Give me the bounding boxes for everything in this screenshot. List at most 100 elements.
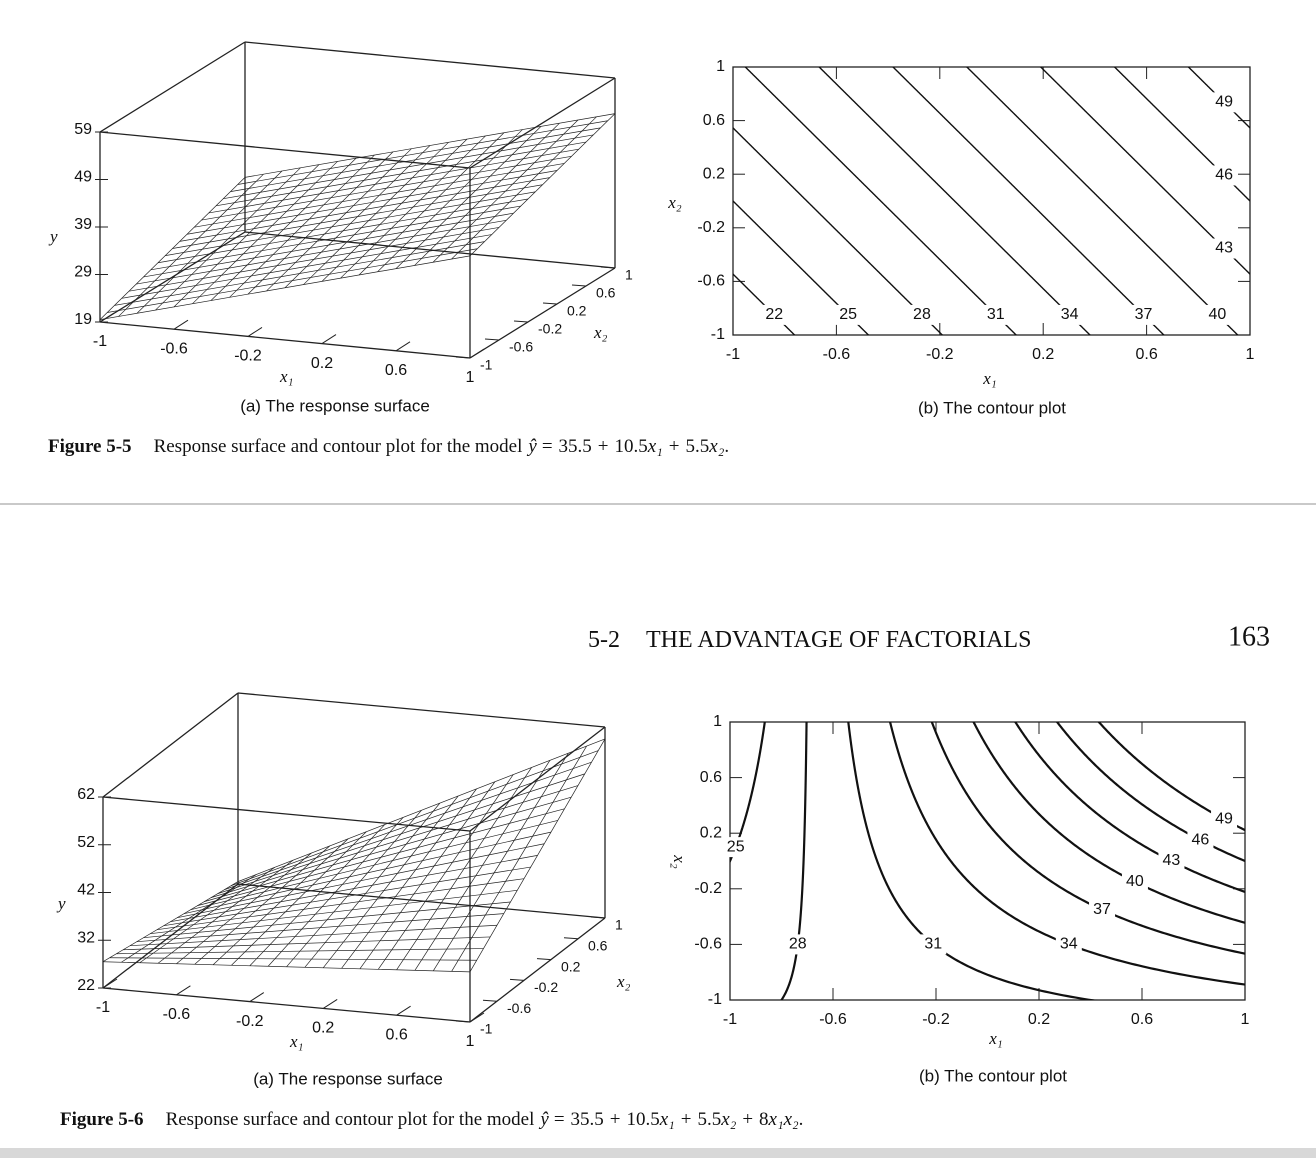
label-backdrop	[1089, 899, 1116, 920]
contour-label: 25	[839, 306, 857, 323]
contour-label: 31	[924, 936, 942, 953]
label-backdrop	[722, 837, 749, 858]
y-tick-label: -0.2	[694, 880, 722, 897]
x2-tick-label: -1	[480, 1021, 493, 1037]
contour-label: 40	[1208, 306, 1226, 323]
box-edge	[244, 41, 616, 79]
box-edge	[469, 77, 616, 169]
contour-label: 22	[765, 306, 783, 323]
label-backdrop	[1121, 871, 1148, 892]
x-tick-label: -0.2	[926, 346, 954, 363]
x2-tick-label: -0.6	[507, 1000, 531, 1016]
label-backdrop	[982, 304, 1009, 325]
figure-caption: Figure 5-6 Response surface and contour p…	[60, 1109, 803, 1130]
model-var: x₂	[708, 436, 724, 457]
mesh-line	[303, 142, 449, 285]
box-edge	[99, 41, 246, 133]
x1-tick	[321, 334, 337, 345]
mesh-line	[172, 184, 543, 249]
mesh-line	[179, 177, 550, 242]
response-surface	[99, 113, 616, 320]
y-tick-label: 32	[77, 929, 95, 946]
box-edge	[469, 726, 606, 832]
model-coef: 10.5	[627, 1109, 660, 1130]
contour-label: 49	[1215, 811, 1233, 828]
x1-tick	[396, 1005, 411, 1016]
contour-line	[1113, 67, 1250, 202]
label-backdrop	[761, 304, 788, 325]
contour-line	[965, 67, 1239, 335]
panel-caption: (a) The response surface	[240, 396, 430, 415]
section-title: THE ADVANTAGE OF FACTORIALS	[646, 627, 1031, 653]
mesh-line	[358, 132, 505, 276]
y-tick-label: 0.2	[700, 824, 722, 841]
y-tick-label: 1	[716, 58, 725, 75]
label-backdrop	[1158, 851, 1185, 871]
x1-tick	[99, 312, 115, 323]
box-edge	[102, 692, 239, 798]
box-edge	[99, 321, 471, 359]
mesh-line	[215, 141, 587, 207]
x2-tick-label: -0.2	[538, 321, 562, 337]
model-lhs: ŷ	[538, 1109, 549, 1130]
mesh-line	[237, 120, 608, 185]
mesh-line	[432, 119, 579, 263]
box-edge	[99, 231, 246, 323]
contour-label: 46	[1215, 167, 1233, 184]
box-edge	[102, 987, 471, 1023]
x1-tick-label: 1	[466, 369, 475, 386]
mesh-line	[201, 155, 572, 221]
y-tick-label: 0.6	[703, 112, 725, 129]
contour-label: 28	[789, 936, 807, 953]
contour-line	[733, 273, 796, 335]
mesh-line	[359, 781, 496, 970]
label-backdrop	[784, 934, 811, 955]
box-edge	[237, 692, 606, 728]
mesh-line	[451, 116, 597, 260]
x-tick-label: 0.2	[1028, 1011, 1050, 1028]
y-tick-label: 62	[77, 786, 95, 803]
page-number: 163	[1228, 621, 1270, 652]
mesh-line	[321, 138, 468, 282]
x2-tick	[536, 958, 552, 961]
model-op: +	[742, 1109, 753, 1130]
x-tick-label: 0.6	[1135, 346, 1157, 363]
y-tick-label: 1	[713, 713, 722, 730]
x2-tick	[455, 356, 471, 359]
x-tick-label: 1	[1241, 1011, 1250, 1028]
panel-caption: (a) The response surface	[253, 1069, 443, 1088]
model-op: +	[681, 1109, 692, 1130]
model-op: +	[610, 1109, 621, 1130]
mesh-line	[190, 820, 558, 910]
mesh-line	[377, 129, 523, 273]
x1-tick	[247, 326, 263, 337]
mesh-line	[244, 113, 616, 178]
x1-tick-label: 0.2	[311, 355, 333, 372]
x2-tick	[600, 266, 616, 269]
x-tick-label: -0.6	[823, 346, 851, 363]
y-tick-label: 0.6	[700, 769, 722, 786]
label-backdrop	[1211, 92, 1238, 113]
label-backdrop	[1055, 934, 1082, 955]
x2-tick-label: 0.6	[596, 285, 616, 301]
x2-tick-label: 0.2	[561, 958, 581, 974]
x2-tick	[571, 284, 587, 287]
panel-caption: (b) The contour plot	[918, 398, 1066, 417]
x1-tick	[469, 348, 485, 359]
label-backdrop	[1187, 830, 1214, 851]
x-tick-label: 1	[1246, 346, 1255, 363]
caption-text: Response surface and contour plot for th…	[154, 436, 523, 457]
figure-label: Figure 5-5	[48, 436, 132, 457]
x-tick-label: 0.2	[1032, 346, 1054, 363]
x1-tick-label: 0.6	[385, 362, 407, 379]
x2-tick	[455, 1020, 471, 1023]
x1-tick-label: -0.6	[163, 1006, 191, 1023]
contour-label: 37	[1093, 901, 1111, 918]
contour-label: 31	[987, 306, 1005, 323]
model-var: x₁	[647, 436, 663, 457]
model-var: x₁	[659, 1109, 675, 1130]
mesh-line	[223, 134, 594, 200]
model-intercept: 35.5	[559, 436, 592, 457]
y-axis-label: x₂	[667, 193, 682, 212]
